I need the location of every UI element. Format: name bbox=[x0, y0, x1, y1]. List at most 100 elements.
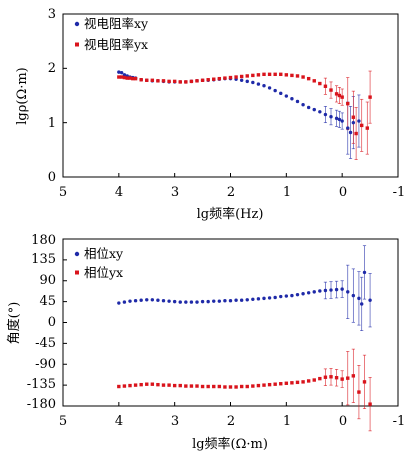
phase-point-xy bbox=[368, 298, 372, 302]
phase-point-xy bbox=[279, 294, 283, 299]
phase-point-xy bbox=[206, 299, 210, 304]
legend-label-phase-xy: 相位xy bbox=[84, 246, 124, 261]
phase-point-yx bbox=[256, 383, 261, 388]
resistivity-point-yx bbox=[212, 77, 216, 81]
resistivity-ytick-label: 0 bbox=[48, 170, 56, 185]
resistivity-point-xy bbox=[284, 94, 289, 98]
phase-point-yx bbox=[334, 376, 339, 380]
phase-chart: 5 4 3 2 1 0 -1 180 135 90 45 0 -45 -90 -… bbox=[6, 233, 405, 452]
phase-point-xy bbox=[150, 298, 155, 302]
phase-xtick-label: 3 bbox=[171, 414, 179, 429]
resistivity-ticks bbox=[62, 13, 399, 178]
phase-ytick-label: 135 bbox=[31, 252, 56, 267]
phase-point-xy bbox=[167, 299, 171, 303]
resistivity-point-yx bbox=[245, 74, 249, 78]
phase-point-yx bbox=[189, 384, 194, 388]
phase-point-yx bbox=[251, 384, 255, 388]
resistivity-y-axis-label: lgρ(Ω·m) bbox=[15, 67, 30, 125]
phase-point-xy bbox=[273, 295, 277, 300]
phase-ytick-label: 45 bbox=[39, 294, 56, 309]
legend-label-yx: 视电阻率yx bbox=[84, 37, 148, 52]
phase-point-xy bbox=[133, 298, 138, 303]
phase-point-xy bbox=[117, 301, 121, 305]
phase-data-points bbox=[117, 270, 372, 406]
legend-marker-xy bbox=[74, 21, 80, 27]
phase-point-yx bbox=[145, 382, 149, 386]
legend-marker-phase-yx bbox=[75, 270, 79, 275]
phase-ytick-label: -135 bbox=[27, 377, 56, 392]
resistivity-point-yx bbox=[368, 95, 372, 99]
phase-point-yx bbox=[284, 381, 289, 385]
resistivity-point-xy bbox=[318, 110, 322, 114]
resistivity-point-yx bbox=[117, 75, 121, 79]
phase-xtick-label: 4 bbox=[115, 414, 123, 429]
phase-point-xy bbox=[139, 298, 143, 302]
resistivity-point-yx bbox=[161, 79, 166, 83]
resistivity-point-yx bbox=[145, 78, 149, 82]
resistivity-point-yx bbox=[340, 95, 344, 99]
phase-point-yx bbox=[195, 384, 199, 388]
resistivity-point-xy bbox=[245, 79, 249, 84]
phase-point-yx bbox=[351, 374, 356, 378]
resistivity-point-yx bbox=[184, 80, 188, 84]
phase-ytick-label: 180 bbox=[31, 233, 56, 248]
phase-point-yx bbox=[262, 383, 266, 387]
resistivity-point-xy bbox=[262, 84, 266, 88]
phase-xtick-label: 1 bbox=[283, 414, 291, 429]
phase-point-yx bbox=[184, 384, 188, 388]
resistivity-point-yx bbox=[228, 75, 233, 80]
resistivity-xtick-label: 1 bbox=[283, 185, 291, 200]
resistivity-legend: 视电阻率xy 视电阻率yx bbox=[74, 16, 149, 52]
phase-point-yx bbox=[301, 380, 305, 384]
resistivity-point-yx bbox=[150, 78, 155, 82]
phase-point-yx bbox=[217, 384, 222, 389]
resistivity-point-yx bbox=[239, 74, 244, 79]
resistivity-point-yx bbox=[189, 79, 194, 84]
resistivity-point-yx bbox=[267, 72, 272, 77]
resistivity-point-yx bbox=[329, 88, 333, 92]
phase-point-xy bbox=[200, 299, 205, 304]
resistivity-point-xy bbox=[117, 70, 121, 74]
phase-point-yx bbox=[156, 382, 160, 387]
resistivity-xtick-label: -1 bbox=[393, 185, 406, 200]
phase-point-xy bbox=[334, 287, 339, 292]
phase-point-xy bbox=[360, 302, 364, 306]
phase-point-yx bbox=[206, 384, 210, 389]
phase-point-xy bbox=[212, 299, 216, 303]
phase-point-yx bbox=[172, 383, 177, 388]
phase-point-yx bbox=[306, 379, 311, 383]
phase-point-xy bbox=[195, 300, 199, 304]
resistivity-point-xy bbox=[329, 114, 333, 119]
phase-xtick-label: 5 bbox=[59, 414, 67, 429]
resistivity-data-points bbox=[117, 70, 372, 136]
phase-point-xy bbox=[262, 296, 266, 301]
resistivity-point-yx bbox=[346, 101, 350, 106]
phase-point-xy bbox=[312, 290, 316, 294]
phase-xtick-label: 0 bbox=[339, 414, 347, 429]
phase-point-xy bbox=[323, 288, 328, 293]
phase-point-xy bbox=[172, 299, 177, 304]
phase-xtick-label: 2 bbox=[227, 414, 235, 429]
phase-point-yx bbox=[318, 376, 322, 381]
resistivity-point-yx bbox=[262, 72, 266, 77]
resistivity-point-xy bbox=[306, 105, 311, 110]
resistivity-point-yx bbox=[312, 79, 316, 83]
phase-point-xy bbox=[122, 300, 127, 304]
resistivity-point-xy bbox=[337, 117, 342, 122]
phase-ticks bbox=[62, 238, 399, 407]
phase-point-yx bbox=[362, 380, 367, 384]
resistivity-point-yx bbox=[290, 73, 294, 78]
resistivity-point-xy bbox=[323, 112, 328, 117]
resistivity-point-yx bbox=[234, 75, 238, 79]
resistivity-point-yx bbox=[131, 76, 135, 81]
phase-point-xy bbox=[228, 298, 233, 303]
resistivity-ytick-label: 1 bbox=[48, 116, 56, 131]
resistivity-ytick-label: 3 bbox=[48, 7, 56, 22]
phase-point-xy bbox=[217, 299, 222, 303]
phase-point-yx bbox=[128, 383, 132, 388]
phase-ytick-label: 0 bbox=[48, 315, 56, 330]
phase-point-xy bbox=[234, 298, 238, 302]
resistivity-point-yx bbox=[306, 76, 311, 81]
phase-point-xy bbox=[318, 289, 322, 293]
resistivity-error-bars bbox=[323, 70, 372, 160]
